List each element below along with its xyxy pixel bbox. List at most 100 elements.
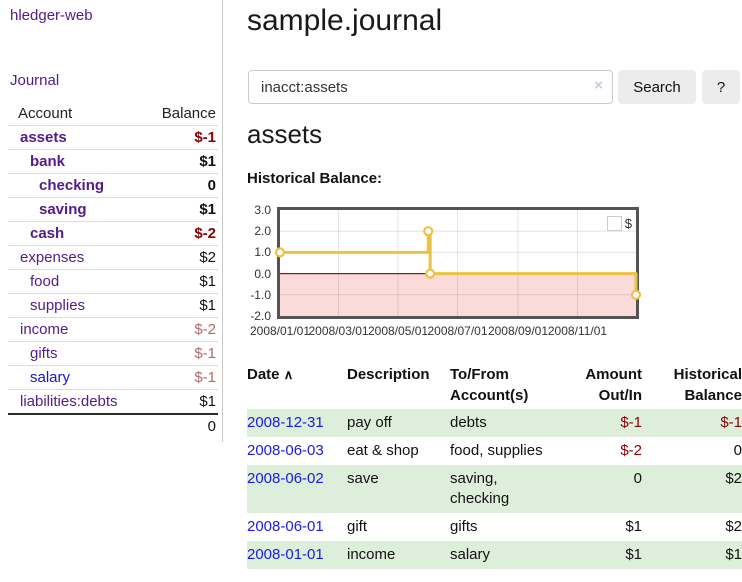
transaction-accounts: food, supplies (450, 442, 543, 459)
account-row: supplies $1 (8, 293, 218, 318)
transaction-description: gift (347, 518, 368, 535)
transaction-row: 2008-06-03 eat & shop food, supplies $-2… (247, 437, 742, 465)
account-link[interactable]: expenses (20, 249, 85, 266)
transaction-date-link[interactable]: 2008-06-03 (247, 442, 324, 459)
main-content: sample.journal × Search ? assets Histori… (247, 0, 742, 582)
transaction-description: income (347, 541, 450, 569)
account-balance: 0 (145, 173, 218, 198)
x-axis-tick-label: 2008/07/01 (427, 324, 488, 338)
search-bar: × Search ? (247, 70, 742, 104)
transaction-amount: 0 (558, 465, 642, 513)
account-link[interactable]: income (20, 321, 69, 338)
transaction-balance: $2 (642, 465, 742, 513)
account-column-header: Account (8, 102, 146, 126)
transaction-accounts: salary (450, 541, 558, 569)
account-row: liabilities:debts $1 (8, 389, 218, 415)
transaction-row: 2008-01-01 income salary $1 $1 (247, 541, 742, 569)
legend-label: $ (624, 216, 632, 231)
account-row: bank $1 (8, 149, 218, 174)
transaction-amount: $1 (625, 518, 642, 535)
sort-ascending-icon: ∧ (283, 367, 294, 382)
account-link[interactable]: checking (39, 177, 105, 194)
account-row: gifts $-1 (8, 341, 218, 366)
sidebar-item-journal[interactable]: Journal (10, 72, 60, 89)
y-axis-tick-label: -1.0 (250, 287, 271, 302)
tofrom-column-header: To/From Account(s) (450, 366, 529, 404)
description-column-header: Description (347, 366, 430, 383)
account-balance: $-1 (145, 341, 218, 366)
x-axis-tick-label: 2008/09/01 (487, 324, 548, 338)
transaction-amount: $-1 (558, 409, 642, 437)
chart-legend: $ (606, 216, 632, 231)
transaction-amount: $-2 (620, 442, 642, 459)
account-page-title: assets (247, 119, 323, 149)
y-axis-tick-label: 0.0 (254, 266, 271, 281)
account-row: cash $-2 (8, 221, 218, 246)
y-axis-tick-label: -2.0 (250, 309, 271, 323)
account-link[interactable]: cash (30, 225, 65, 242)
transaction-accounts: gifts (450, 518, 478, 535)
x-axis-tick-label: 2008/01/01 (249, 324, 311, 338)
transaction-date-link[interactable]: 2008-12-31 (247, 414, 324, 431)
account-balance: $1 (145, 269, 218, 294)
account-balance: $1 (145, 293, 218, 318)
account-link[interactable]: assets (20, 129, 67, 146)
transaction-description: pay off (347, 409, 450, 437)
register-table: Date ∧ Description To/From Account(s) Amo… (247, 361, 742, 569)
app-title-link[interactable]: hledger-web (10, 7, 93, 24)
chart-heading: Historical Balance: (247, 170, 383, 187)
account-row: assets $-1 (8, 125, 218, 150)
account-balance: $1 (145, 197, 218, 222)
transaction-date-link[interactable]: 2008-06-02 (247, 470, 324, 487)
account-link[interactable]: bank (30, 153, 66, 170)
transaction-row: 2008-06-01 gift gifts $1 $2 (247, 513, 742, 541)
x-axis-tick-label: 2008/11/01 (547, 324, 608, 338)
account-link[interactable]: salary (30, 369, 71, 386)
accounts-table-header: Account Balance (8, 102, 218, 126)
y-axis-tick-label: 1.0 (254, 245, 271, 260)
y-axis-tick-label: 3.0 (254, 203, 271, 217)
transaction-accounts: debts (450, 409, 558, 437)
account-row: checking 0 (8, 173, 218, 198)
account-balance: $1 (145, 389, 218, 415)
account-balance: $-1 (145, 365, 218, 390)
transaction-accounts: saving, checking (450, 465, 558, 513)
account-balance: $2 (145, 245, 218, 270)
account-balance: $-1 (145, 125, 218, 150)
account-balance: $1 (145, 149, 218, 174)
account-row: food $1 (8, 269, 218, 294)
transaction-description: eat & shop (347, 442, 419, 459)
page-title: sample.journal (247, 4, 443, 37)
register-header-row: Date ∧ Description To/From Account(s) Amo… (247, 361, 742, 409)
transaction-row: 2008-12-31 pay off debts $-1 $-1 (247, 409, 742, 437)
account-link[interactable]: supplies (30, 297, 86, 314)
transaction-date-link[interactable]: 2008-06-01 (247, 518, 324, 535)
accounts-table: Account Balance assets $-1 bank $1 check… (8, 102, 218, 438)
account-row: expenses $2 (8, 245, 218, 270)
transaction-balance: $1 (642, 541, 742, 569)
sidebar: hledger-web Journal Account Balance asse… (0, 0, 223, 442)
transaction-date-link[interactable]: 2008-01-01 (247, 546, 324, 563)
transaction-balance: 0 (733, 442, 742, 459)
accounts-total-row: 0 (8, 413, 218, 438)
amount-column-header: Amount Out/In (585, 366, 642, 404)
account-balance: $-2 (145, 317, 218, 342)
account-link[interactable]: gifts (30, 345, 58, 362)
help-button[interactable]: ? (702, 70, 740, 104)
account-row: salary $-1 (8, 365, 218, 390)
account-row: income $-2 (8, 317, 218, 342)
account-link[interactable]: saving (39, 201, 87, 218)
account-link[interactable]: liabilities:debts (20, 393, 118, 410)
transaction-balance: $-1 (642, 409, 742, 437)
date-column-header[interactable]: Date ∧ (247, 366, 294, 383)
transaction-row: 2008-06-02 save saving, checking 0 $2 (247, 465, 742, 513)
account-balance: $-2 (145, 221, 218, 246)
chart-plot-area: $ (274, 207, 642, 319)
y-axis-tick-label: 2.0 (254, 224, 271, 239)
search-input[interactable] (248, 70, 613, 104)
search-button[interactable]: Search (618, 70, 696, 104)
account-row: saving $1 (8, 197, 218, 222)
clear-search-icon[interactable]: × (594, 77, 603, 94)
account-link[interactable]: food (30, 273, 60, 290)
x-axis-tick-label: 2008/03/01 (308, 324, 369, 338)
